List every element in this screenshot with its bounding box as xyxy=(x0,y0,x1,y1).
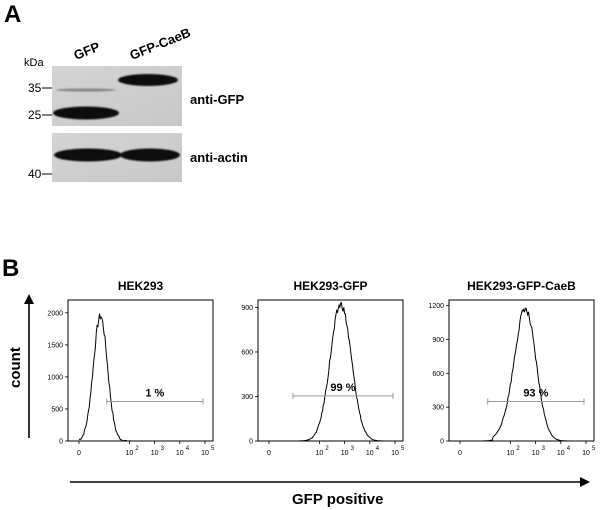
x-tick-exponent: 2 xyxy=(135,446,139,452)
y-tick-label: 0 xyxy=(59,439,63,446)
blot-label-anti-actin: anti-actin xyxy=(190,150,248,165)
x-tick-label: 0 xyxy=(267,450,271,457)
band-gfp xyxy=(53,106,119,120)
x-tick-label: 10 xyxy=(557,450,565,457)
histogram-curve xyxy=(78,313,205,442)
plot-frame xyxy=(448,299,595,442)
x-tick-exponent: 2 xyxy=(325,446,329,452)
x-tick-exponent: 5 xyxy=(211,446,215,452)
gate-percentage: 1 % xyxy=(145,388,164,400)
histogram-curve xyxy=(269,301,395,442)
faint-band xyxy=(56,88,116,92)
x-tick-exponent: 5 xyxy=(592,446,596,452)
panel-a-letter: A xyxy=(4,1,21,28)
histogram-curve xyxy=(460,307,586,442)
y-tick-label: 2000 xyxy=(47,310,63,317)
x-tick-label: 10 xyxy=(201,450,209,457)
x-tick-label: 10 xyxy=(151,450,159,457)
marker-35: 35 xyxy=(28,81,42,95)
gate-percentage: 93 % xyxy=(523,388,548,400)
x-tick-label: 10 xyxy=(507,450,515,457)
x-tick-label: 10 xyxy=(341,450,349,457)
x-tick-label: 0 xyxy=(77,450,81,457)
x-axis-label: GFP positive xyxy=(292,491,383,508)
y-tick-label: 0 xyxy=(249,439,253,446)
band-actin-gfp-caeb xyxy=(120,148,180,162)
y-tick-label: 600 xyxy=(241,349,253,356)
lane-label-gfp-caeb: GFP-CaeB xyxy=(128,25,193,63)
x-tick-exponent: 3 xyxy=(542,446,546,452)
x-tick-label: 10 xyxy=(532,450,540,457)
x-tick-label: 10 xyxy=(391,450,399,457)
plot-frame xyxy=(67,299,214,442)
marker-25: 25 xyxy=(28,108,42,122)
panel-b-letter: B xyxy=(2,255,19,282)
blot-label-anti-gfp: anti-GFP xyxy=(190,92,244,107)
x-tick-exponent: 4 xyxy=(567,446,571,452)
y-tick-label: 300 xyxy=(241,394,253,401)
x-tick-exponent: 3 xyxy=(351,446,355,452)
x-tick-exponent: 5 xyxy=(401,446,405,452)
y-tick-label: 1500 xyxy=(47,342,63,349)
x-tick-label: 10 xyxy=(316,450,324,457)
marker-40: 40 xyxy=(28,167,42,181)
y-tick-label: 900 xyxy=(241,305,253,312)
blot-anti-actin xyxy=(52,133,182,182)
x-tick-label: 10 xyxy=(126,450,134,457)
x-tick-label: 10 xyxy=(366,450,374,457)
x-tick-label: 10 xyxy=(582,450,590,457)
y-tick-label: 300 xyxy=(432,405,444,412)
blot-anti-gfp xyxy=(52,66,182,126)
kda-label: kDa xyxy=(24,57,44,69)
y-tick-label: 0 xyxy=(440,439,444,446)
y-tick-label: 500 xyxy=(51,406,63,413)
plot-frame xyxy=(257,299,404,442)
x-tick-label: 10 xyxy=(176,450,184,457)
histogram-title: HEK293-GFP-CaeB xyxy=(467,279,576,293)
y-tick-label: 1200 xyxy=(428,303,444,310)
x-tick-exponent: 2 xyxy=(516,446,520,452)
x-tick-exponent: 4 xyxy=(186,446,190,452)
x-tick-label: 0 xyxy=(458,450,462,457)
x-tick-exponent: 4 xyxy=(376,446,380,452)
lane-label-gfp: GFP xyxy=(72,39,103,63)
y-tick-label: 600 xyxy=(432,371,444,378)
histogram-title: HEK293-GFP xyxy=(293,279,367,293)
gate-percentage: 99 % xyxy=(330,382,355,394)
x-tick-exponent: 3 xyxy=(161,446,165,452)
histogram-title: HEK293 xyxy=(118,279,164,293)
y-tick-label: 900 xyxy=(432,337,444,344)
y-axis-label: count xyxy=(7,347,24,388)
y-tick-label: 1000 xyxy=(47,374,63,381)
band-actin-gfp xyxy=(54,148,122,162)
band-gfp-caeb xyxy=(118,74,178,86)
